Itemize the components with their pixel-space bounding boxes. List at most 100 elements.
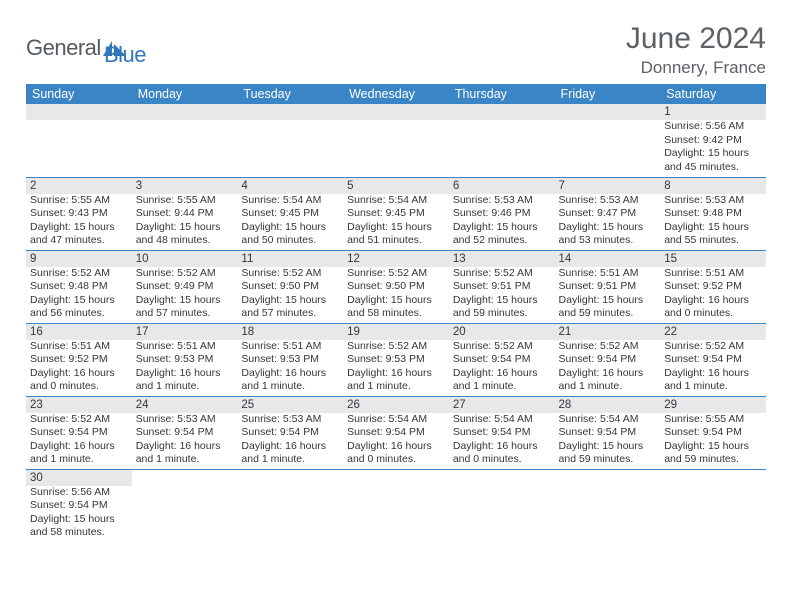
calendar-cell: 7Sunrise: 5:53 AMSunset: 9:47 PMDaylight… — [555, 177, 661, 250]
brand-text-dark: General — [26, 35, 101, 61]
day-detail: Sunrise: 5:53 AMSunset: 9:48 PMDaylight:… — [660, 194, 766, 250]
calendar-cell: 30Sunrise: 5:56 AMSunset: 9:54 PMDayligh… — [26, 469, 132, 542]
day-number: 12 — [343, 251, 449, 267]
calendar-cell: 4Sunrise: 5:54 AMSunset: 9:45 PMDaylight… — [237, 177, 343, 250]
calendar-cell — [555, 104, 661, 177]
day-detail: Sunrise: 5:56 AMSunset: 9:42 PMDaylight:… — [660, 120, 766, 176]
calendar-cell — [343, 104, 449, 177]
month-title: June 2024 — [626, 22, 766, 56]
day-number: 25 — [237, 397, 343, 413]
calendar-cell: 3Sunrise: 5:55 AMSunset: 9:44 PMDaylight… — [132, 177, 238, 250]
day-number-bar — [555, 104, 661, 120]
calendar-row: 2Sunrise: 5:55 AMSunset: 9:43 PMDaylight… — [26, 177, 766, 250]
brand-logo: General Blue — [26, 28, 156, 68]
day-number: 15 — [660, 251, 766, 267]
calendar-cell: 26Sunrise: 5:54 AMSunset: 9:54 PMDayligh… — [343, 396, 449, 469]
day-detail: Sunrise: 5:55 AMSunset: 9:43 PMDaylight:… — [26, 194, 132, 250]
title-block: June 2024 Donnery, France — [626, 22, 766, 78]
day-number: 23 — [26, 397, 132, 413]
day-number: 8 — [660, 178, 766, 194]
day-detail: Sunrise: 5:54 AMSunset: 9:45 PMDaylight:… — [237, 194, 343, 250]
day-detail: Sunrise: 5:53 AMSunset: 9:54 PMDaylight:… — [237, 413, 343, 469]
day-number: 16 — [26, 324, 132, 340]
dayname-tue: Tuesday — [237, 84, 343, 104]
calendar-cell: 14Sunrise: 5:51 AMSunset: 9:51 PMDayligh… — [555, 250, 661, 323]
day-detail: Sunrise: 5:52 AMSunset: 9:54 PMDaylight:… — [555, 340, 661, 396]
day-detail: Sunrise: 5:55 AMSunset: 9:44 PMDaylight:… — [132, 194, 238, 250]
day-number: 18 — [237, 324, 343, 340]
calendar-page: General Blue June 2024 Donnery, France S… — [0, 0, 792, 542]
day-number-bar — [237, 104, 343, 120]
day-number: 14 — [555, 251, 661, 267]
day-detail: Sunrise: 5:56 AMSunset: 9:54 PMDaylight:… — [26, 486, 132, 542]
calendar-cell — [237, 104, 343, 177]
day-number-bar — [26, 104, 132, 120]
calendar-cell — [449, 469, 555, 542]
calendar-body: 1Sunrise: 5:56 AMSunset: 9:42 PMDaylight… — [26, 104, 766, 542]
calendar-row: 23Sunrise: 5:52 AMSunset: 9:54 PMDayligh… — [26, 396, 766, 469]
calendar-cell: 17Sunrise: 5:51 AMSunset: 9:53 PMDayligh… — [132, 323, 238, 396]
day-detail: Sunrise: 5:55 AMSunset: 9:54 PMDaylight:… — [660, 413, 766, 469]
brand-text-blue: Blue — [104, 42, 146, 68]
day-number: 1 — [660, 104, 766, 120]
calendar-cell: 9Sunrise: 5:52 AMSunset: 9:48 PMDaylight… — [26, 250, 132, 323]
calendar-cell — [132, 469, 238, 542]
calendar-cell: 5Sunrise: 5:54 AMSunset: 9:45 PMDaylight… — [343, 177, 449, 250]
day-detail: Sunrise: 5:53 AMSunset: 9:54 PMDaylight:… — [132, 413, 238, 469]
day-number: 30 — [26, 470, 132, 486]
calendar-cell — [555, 469, 661, 542]
calendar-cell: 10Sunrise: 5:52 AMSunset: 9:49 PMDayligh… — [132, 250, 238, 323]
calendar-cell: 28Sunrise: 5:54 AMSunset: 9:54 PMDayligh… — [555, 396, 661, 469]
day-detail: Sunrise: 5:54 AMSunset: 9:54 PMDaylight:… — [449, 413, 555, 469]
calendar-cell: 21Sunrise: 5:52 AMSunset: 9:54 PMDayligh… — [555, 323, 661, 396]
calendar-cell: 27Sunrise: 5:54 AMSunset: 9:54 PMDayligh… — [449, 396, 555, 469]
day-number: 13 — [449, 251, 555, 267]
calendar-cell: 12Sunrise: 5:52 AMSunset: 9:50 PMDayligh… — [343, 250, 449, 323]
day-number: 9 — [26, 251, 132, 267]
day-detail: Sunrise: 5:52 AMSunset: 9:50 PMDaylight:… — [237, 267, 343, 323]
day-number: 3 — [132, 178, 238, 194]
day-number-bar — [132, 104, 238, 120]
calendar-cell: 15Sunrise: 5:51 AMSunset: 9:52 PMDayligh… — [660, 250, 766, 323]
day-detail: Sunrise: 5:51 AMSunset: 9:52 PMDaylight:… — [26, 340, 132, 396]
day-number: 4 — [237, 178, 343, 194]
calendar-cell — [449, 104, 555, 177]
calendar-cell: 18Sunrise: 5:51 AMSunset: 9:53 PMDayligh… — [237, 323, 343, 396]
day-detail: Sunrise: 5:53 AMSunset: 9:47 PMDaylight:… — [555, 194, 661, 250]
calendar-cell — [343, 469, 449, 542]
calendar-cell: 24Sunrise: 5:53 AMSunset: 9:54 PMDayligh… — [132, 396, 238, 469]
calendar-row: 9Sunrise: 5:52 AMSunset: 9:48 PMDaylight… — [26, 250, 766, 323]
day-number: 17 — [132, 324, 238, 340]
day-detail: Sunrise: 5:52 AMSunset: 9:54 PMDaylight:… — [449, 340, 555, 396]
day-number: 7 — [555, 178, 661, 194]
calendar-cell: 13Sunrise: 5:52 AMSunset: 9:51 PMDayligh… — [449, 250, 555, 323]
calendar-cell: 2Sunrise: 5:55 AMSunset: 9:43 PMDaylight… — [26, 177, 132, 250]
day-detail: Sunrise: 5:52 AMSunset: 9:53 PMDaylight:… — [343, 340, 449, 396]
day-detail: Sunrise: 5:51 AMSunset: 9:53 PMDaylight:… — [237, 340, 343, 396]
location-label: Donnery, France — [626, 58, 766, 78]
calendar-cell — [132, 104, 238, 177]
day-detail: Sunrise: 5:53 AMSunset: 9:46 PMDaylight:… — [449, 194, 555, 250]
day-number: 26 — [343, 397, 449, 413]
day-detail: Sunrise: 5:54 AMSunset: 9:54 PMDaylight:… — [555, 413, 661, 469]
day-number-bar — [449, 104, 555, 120]
day-number: 2 — [26, 178, 132, 194]
dayname-thu: Thursday — [449, 84, 555, 104]
day-number: 29 — [660, 397, 766, 413]
day-number: 11 — [237, 251, 343, 267]
day-number: 20 — [449, 324, 555, 340]
calendar-cell: 8Sunrise: 5:53 AMSunset: 9:48 PMDaylight… — [660, 177, 766, 250]
day-number: 27 — [449, 397, 555, 413]
day-number: 21 — [555, 324, 661, 340]
calendar-cell: 6Sunrise: 5:53 AMSunset: 9:46 PMDaylight… — [449, 177, 555, 250]
calendar-cell: 20Sunrise: 5:52 AMSunset: 9:54 PMDayligh… — [449, 323, 555, 396]
day-number: 28 — [555, 397, 661, 413]
day-detail: Sunrise: 5:51 AMSunset: 9:52 PMDaylight:… — [660, 267, 766, 323]
calendar-cell — [660, 469, 766, 542]
calendar-cell: 23Sunrise: 5:52 AMSunset: 9:54 PMDayligh… — [26, 396, 132, 469]
day-detail: Sunrise: 5:52 AMSunset: 9:54 PMDaylight:… — [660, 340, 766, 396]
calendar-row: 30Sunrise: 5:56 AMSunset: 9:54 PMDayligh… — [26, 469, 766, 542]
calendar-cell: 22Sunrise: 5:52 AMSunset: 9:54 PMDayligh… — [660, 323, 766, 396]
day-number: 22 — [660, 324, 766, 340]
dayname-sat: Saturday — [660, 84, 766, 104]
